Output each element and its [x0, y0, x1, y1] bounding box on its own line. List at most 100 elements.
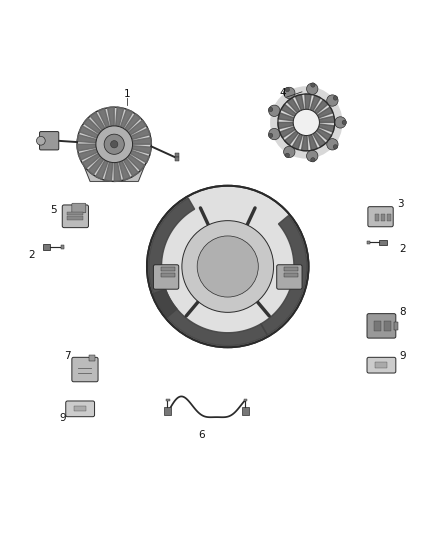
FancyBboxPatch shape	[368, 207, 393, 227]
Polygon shape	[84, 118, 101, 134]
Circle shape	[293, 109, 319, 135]
Polygon shape	[77, 144, 96, 151]
Circle shape	[311, 158, 315, 162]
Polygon shape	[79, 126, 99, 138]
FancyBboxPatch shape	[72, 203, 86, 213]
Polygon shape	[313, 132, 326, 147]
Polygon shape	[295, 94, 304, 110]
Polygon shape	[90, 112, 105, 130]
Polygon shape	[318, 124, 335, 132]
Polygon shape	[278, 123, 293, 129]
Bar	[67, 216, 83, 220]
Bar	[375, 362, 387, 368]
Polygon shape	[78, 149, 98, 160]
Circle shape	[327, 95, 338, 106]
Circle shape	[284, 146, 295, 158]
Bar	[175, 157, 179, 161]
Polygon shape	[114, 162, 121, 181]
Circle shape	[284, 87, 295, 99]
Polygon shape	[124, 114, 141, 131]
Bar	[67, 212, 83, 215]
Polygon shape	[148, 198, 194, 317]
FancyBboxPatch shape	[62, 205, 88, 228]
FancyBboxPatch shape	[153, 265, 179, 289]
Polygon shape	[95, 160, 108, 179]
Circle shape	[104, 134, 124, 155]
Polygon shape	[132, 138, 151, 144]
Polygon shape	[292, 134, 303, 150]
Polygon shape	[317, 107, 333, 118]
Polygon shape	[316, 128, 332, 141]
Polygon shape	[132, 146, 151, 154]
Circle shape	[333, 96, 338, 100]
Polygon shape	[88, 157, 104, 175]
Bar	[367, 241, 370, 244]
Polygon shape	[127, 155, 145, 171]
Bar	[375, 214, 379, 221]
Polygon shape	[77, 135, 96, 143]
Polygon shape	[131, 128, 150, 140]
Circle shape	[147, 185, 308, 348]
Polygon shape	[83, 163, 146, 181]
Bar	[394, 322, 399, 330]
Bar	[244, 399, 247, 401]
Text: 9: 9	[60, 413, 67, 423]
Polygon shape	[82, 154, 100, 168]
Bar	[284, 266, 298, 271]
Text: 8: 8	[399, 308, 406, 317]
FancyBboxPatch shape	[367, 357, 396, 373]
Circle shape	[96, 126, 133, 163]
Circle shape	[335, 117, 346, 128]
Bar	[89, 354, 95, 361]
Bar	[284, 273, 298, 277]
Circle shape	[268, 128, 280, 140]
Polygon shape	[130, 150, 149, 163]
Text: 6: 6	[198, 430, 205, 440]
Circle shape	[77, 107, 151, 181]
Circle shape	[307, 83, 318, 94]
Polygon shape	[124, 158, 138, 176]
Circle shape	[268, 105, 280, 116]
Circle shape	[327, 139, 338, 150]
Circle shape	[182, 221, 274, 312]
Polygon shape	[128, 120, 146, 135]
Polygon shape	[107, 107, 114, 126]
Circle shape	[197, 236, 258, 297]
Text: 2: 2	[399, 244, 406, 254]
Circle shape	[307, 150, 318, 161]
Polygon shape	[279, 127, 295, 138]
Text: 3: 3	[397, 199, 403, 209]
Text: 1: 1	[124, 89, 131, 99]
Bar	[161, 273, 175, 277]
Polygon shape	[119, 161, 130, 180]
Circle shape	[268, 133, 273, 138]
Bar	[161, 266, 175, 271]
Polygon shape	[305, 94, 311, 109]
Text: 2: 2	[28, 250, 35, 260]
Polygon shape	[301, 135, 308, 151]
Polygon shape	[120, 109, 133, 128]
Text: 5: 5	[50, 205, 57, 215]
Bar	[61, 245, 64, 248]
Bar	[175, 152, 179, 157]
Bar	[374, 321, 381, 330]
Polygon shape	[285, 131, 298, 145]
Bar	[387, 214, 392, 221]
Polygon shape	[153, 289, 267, 345]
Polygon shape	[278, 112, 294, 121]
Circle shape	[285, 153, 290, 157]
Bar	[379, 240, 387, 245]
Circle shape	[285, 87, 290, 92]
Polygon shape	[309, 134, 318, 150]
Circle shape	[268, 107, 273, 111]
FancyBboxPatch shape	[66, 401, 95, 417]
Circle shape	[311, 83, 315, 87]
FancyBboxPatch shape	[367, 313, 396, 338]
Bar	[381, 214, 385, 221]
Polygon shape	[310, 95, 321, 111]
Text: 9: 9	[399, 351, 406, 361]
Polygon shape	[261, 216, 307, 335]
Circle shape	[333, 144, 338, 149]
Bar	[74, 406, 86, 411]
Text: 4: 4	[279, 88, 286, 98]
